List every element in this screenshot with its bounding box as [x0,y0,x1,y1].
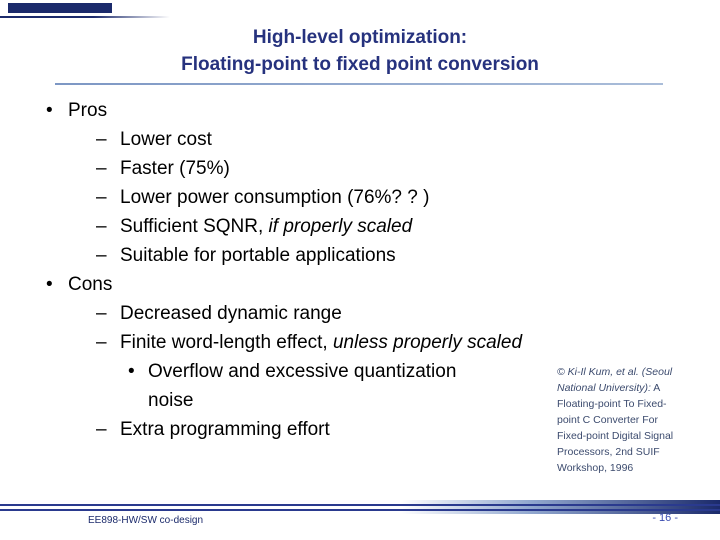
list-item: • Pros [44,96,530,125]
bullet-marker: – [96,332,107,353]
list-item-text: Extra programming effort [120,419,330,440]
list-item-text: Faster (75%) [120,158,230,179]
list-item-emphasis: unless properly scaled [327,332,523,353]
top-left-accent-line [0,16,170,18]
citation-authors: © Ki-Il Kum, et al. (Seoul National Univ… [557,366,673,394]
list-item: – Suitable for portable applications [44,241,530,270]
list-item: – Lower cost [44,125,530,154]
bottom-rule-upper [0,504,720,506]
list-item: – Extra programming effort [44,415,530,444]
citation: © Ki-Il Kum, et al. (Seoul National Univ… [557,364,681,476]
top-left-accent-bar [8,3,112,13]
title-underline [55,83,663,85]
bullet-marker: – [96,187,107,208]
list-item-text: Lower cost [120,129,212,150]
list-item: – Finite word-length effect, unless prope… [44,328,530,357]
bullet-marker: – [96,158,107,179]
list-item-text: Overflow and excessive quantization nois… [148,361,457,411]
list-item: – Sufficient SQNR, if properly scaled [44,212,530,241]
bullet-list: • Pros – Lower cost – Faster (75%) – Lower powe… [44,96,530,444]
bottom-rule-lower [0,509,720,511]
bullet-marker: • [46,274,53,295]
list-item-text: Decreased dynamic range [120,303,342,324]
list-item-text: Finite word-length effect, unless proper… [120,332,523,353]
bullet-marker: – [96,245,107,266]
list-item-text: Cons [68,274,113,295]
list-item: • Cons [44,270,530,299]
bullet-marker: • [128,361,135,382]
page-title: High-level optimization: Floating-point … [0,24,720,78]
list-item: • Overflow and excessive quantization noi… [44,357,488,415]
list-item-text: Pros [68,100,108,121]
bullet-marker: – [96,216,107,237]
bullet-marker: – [96,419,107,440]
page-title-line1: High-level optimization: [252,27,468,48]
footer-course-label: EE898-HW/SW co-design [88,515,204,526]
bullet-marker: – [96,303,107,324]
list-item-text: Suitable for portable applications [120,245,396,266]
list-item-emphasis: if properly scaled [263,216,413,237]
bullet-marker: • [46,100,53,121]
page-title-line2: Floating-point to fixed point conversion [181,54,539,75]
page-number: - 16 - [652,512,678,524]
list-item: – Lower power consumption (76%? ? ) [44,183,530,212]
list-item: – Decreased dynamic range [44,299,530,328]
list-item-text: Sufficient SQNR, if properly scaled [120,216,413,237]
bullet-marker: – [96,129,107,150]
citation-reference: A Floating-point To Fixed-point C Conver… [557,382,674,474]
list-item-text: Lower power consumption (76%? ? ) [120,187,430,208]
list-item: – Faster (75%) [44,154,530,183]
